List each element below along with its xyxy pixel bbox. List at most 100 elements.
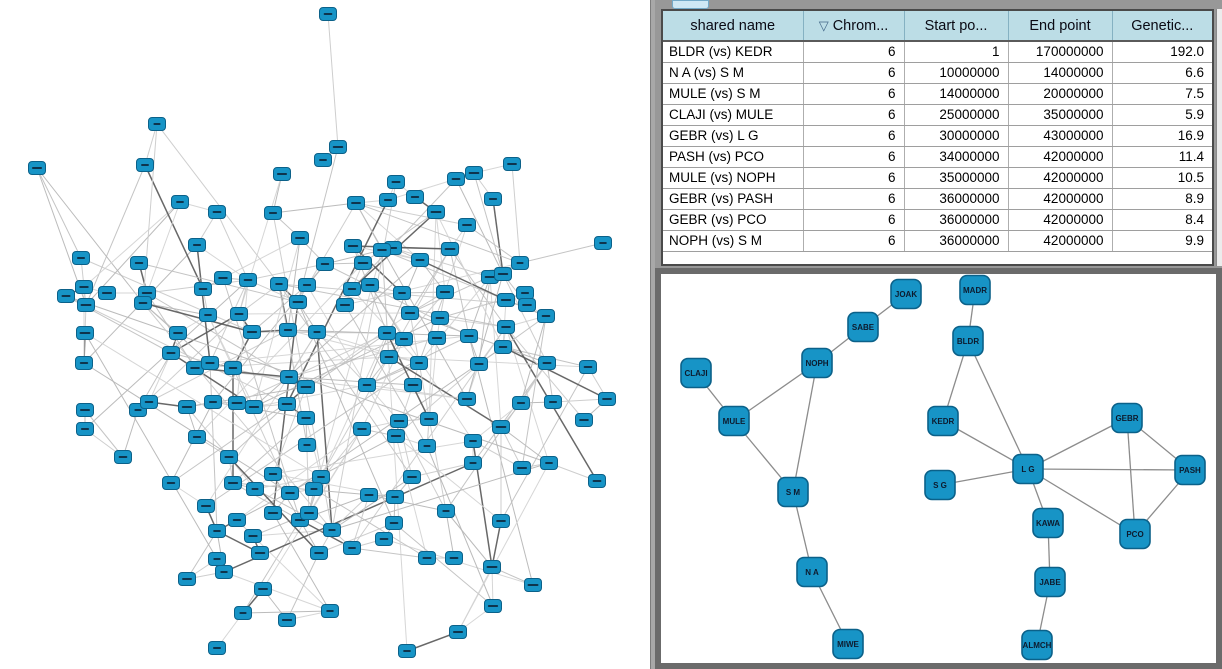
network-node[interactable] bbox=[360, 488, 378, 502]
network-node[interactable] bbox=[297, 411, 315, 425]
network-node[interactable] bbox=[343, 282, 361, 296]
network-node[interactable] bbox=[76, 422, 94, 436]
network-node[interactable] bbox=[308, 325, 326, 339]
network-node[interactable] bbox=[404, 378, 422, 392]
network-node[interactable] bbox=[246, 482, 264, 496]
network-node-claji[interactable]: CLAJI bbox=[680, 357, 712, 389]
network-node[interactable] bbox=[224, 361, 242, 375]
network-node[interactable] bbox=[208, 205, 226, 219]
network-node[interactable] bbox=[208, 524, 226, 538]
network-node[interactable] bbox=[428, 331, 446, 345]
network-node[interactable] bbox=[178, 572, 196, 586]
table-row[interactable]: MULE (vs) S M 6 14000000 20000000 7.5 bbox=[663, 83, 1212, 105]
network-node[interactable] bbox=[354, 256, 372, 270]
table-row[interactable]: GEBR (vs) PASH 6 36000000 42000000 8.9 bbox=[663, 188, 1212, 210]
network-node[interactable] bbox=[343, 541, 361, 555]
table-row[interactable]: PASH (vs) PCO 6 34000000 42000000 11.4 bbox=[663, 146, 1212, 168]
network-node[interactable] bbox=[445, 551, 463, 565]
network-node-noph[interactable]: NOPH bbox=[801, 347, 833, 379]
network-node[interactable] bbox=[214, 271, 232, 285]
network-node-kawa[interactable]: KAWA bbox=[1032, 507, 1064, 539]
network-node-pco[interactable]: PCO bbox=[1119, 518, 1151, 550]
table-row[interactable]: BLDR (vs) KEDR 6 1 170000000 192.0 bbox=[663, 41, 1212, 63]
network-node-pash[interactable]: PASH bbox=[1174, 454, 1206, 486]
network-node[interactable] bbox=[171, 195, 189, 209]
network-node[interactable] bbox=[208, 641, 226, 655]
network-node[interactable] bbox=[278, 397, 296, 411]
network-node[interactable] bbox=[494, 267, 512, 281]
network-node[interactable] bbox=[162, 346, 180, 360]
network-node[interactable] bbox=[588, 474, 606, 488]
network-node[interactable] bbox=[188, 430, 206, 444]
network-node[interactable] bbox=[460, 329, 478, 343]
network-node[interactable] bbox=[398, 644, 416, 658]
network-node[interactable] bbox=[458, 218, 476, 232]
network-node-s-g[interactable]: S G bbox=[924, 469, 956, 501]
network-node[interactable] bbox=[387, 429, 405, 443]
network-node[interactable] bbox=[431, 311, 449, 325]
network-node[interactable] bbox=[273, 167, 291, 181]
network-node-jabe[interactable]: JABE bbox=[1034, 566, 1066, 598]
network-node[interactable] bbox=[298, 278, 316, 292]
network-node[interactable] bbox=[329, 140, 347, 154]
network-node[interactable] bbox=[470, 357, 488, 371]
network-node[interactable] bbox=[75, 280, 93, 294]
network-node[interactable] bbox=[449, 625, 467, 639]
network-node[interactable] bbox=[228, 396, 246, 410]
network-node[interactable] bbox=[375, 532, 393, 546]
edge-attribute-table[interactable]: shared name ▽ Chrom... Start po... End point… bbox=[661, 9, 1214, 266]
network-node[interactable] bbox=[465, 166, 483, 180]
panel-tab[interactable] bbox=[672, 0, 709, 9]
network-node[interactable] bbox=[484, 192, 502, 206]
table-row[interactable]: NOPH (vs) S M 6 36000000 42000000 9.9 bbox=[663, 230, 1212, 252]
network-node[interactable] bbox=[169, 326, 187, 340]
network-node[interactable] bbox=[494, 340, 512, 354]
network-node[interactable] bbox=[298, 438, 316, 452]
network-node-almch[interactable]: ALMCH bbox=[1021, 629, 1053, 661]
network-node[interactable] bbox=[224, 476, 242, 490]
network-node[interactable] bbox=[316, 257, 334, 271]
network-node[interactable] bbox=[162, 476, 180, 490]
network-node[interactable] bbox=[148, 117, 166, 131]
network-node[interactable] bbox=[278, 613, 296, 627]
network-node[interactable] bbox=[134, 296, 152, 310]
network-node[interactable] bbox=[380, 350, 398, 364]
network-node[interactable] bbox=[537, 309, 555, 323]
network-node[interactable] bbox=[201, 356, 219, 370]
network-node[interactable] bbox=[512, 396, 530, 410]
network-node[interactable] bbox=[406, 190, 424, 204]
network-node[interactable] bbox=[199, 308, 217, 322]
network-node[interactable] bbox=[281, 486, 299, 500]
network-node[interactable] bbox=[291, 231, 309, 245]
network-node[interactable] bbox=[188, 238, 206, 252]
network-node[interactable] bbox=[254, 582, 272, 596]
network-node[interactable] bbox=[264, 506, 282, 520]
network-node[interactable] bbox=[427, 205, 445, 219]
network-node[interactable] bbox=[336, 298, 354, 312]
detail-network-canvas[interactable]: JOAK MADR SABE BLDR NOPH CLAJI MULE KEDR GEBR L G… bbox=[661, 274, 1216, 663]
network-node[interactable] bbox=[418, 551, 436, 565]
network-node[interactable] bbox=[401, 306, 419, 320]
network-node[interactable] bbox=[245, 400, 263, 414]
table-row[interactable]: N A (vs) S M 6 10000000 14000000 6.6 bbox=[663, 62, 1212, 84]
network-node[interactable] bbox=[464, 434, 482, 448]
network-node[interactable] bbox=[314, 153, 332, 167]
network-node[interactable] bbox=[239, 273, 257, 287]
network-node[interactable] bbox=[540, 456, 558, 470]
network-node[interactable] bbox=[386, 490, 404, 504]
network-node[interactable] bbox=[305, 482, 323, 496]
network-node[interactable] bbox=[75, 356, 93, 370]
network-node[interactable] bbox=[310, 546, 328, 560]
network-node[interactable] bbox=[503, 157, 521, 171]
network-node[interactable] bbox=[437, 504, 455, 518]
network-node[interactable] bbox=[323, 523, 341, 537]
network-node[interactable] bbox=[297, 380, 315, 394]
column-header-shared-name[interactable]: shared name bbox=[663, 11, 804, 42]
network-node[interactable] bbox=[186, 361, 204, 375]
network-node[interactable] bbox=[344, 239, 362, 253]
network-node[interactable] bbox=[361, 278, 379, 292]
network-node[interactable] bbox=[483, 560, 501, 574]
network-node[interactable] bbox=[403, 470, 421, 484]
table-row[interactable]: MULE (vs) NOPH 6 35000000 42000000 10.5 bbox=[663, 167, 1212, 189]
network-node[interactable] bbox=[497, 320, 515, 334]
